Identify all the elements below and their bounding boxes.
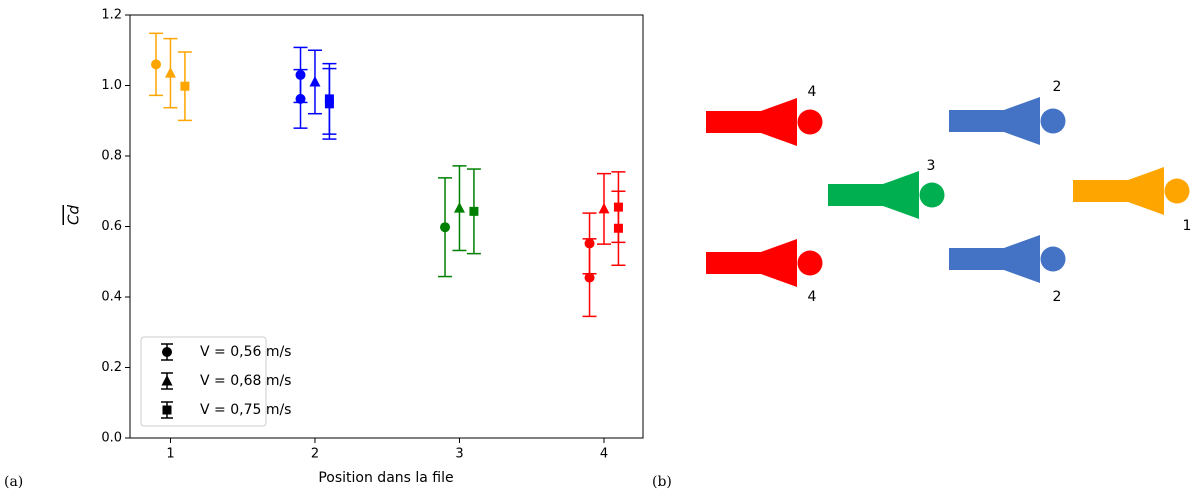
fish-body (706, 239, 797, 287)
marker (164, 67, 176, 78)
marker (440, 222, 451, 233)
y-tick-label: 0.4 (101, 290, 122, 305)
marker (151, 59, 162, 70)
fish-label: 2 (1053, 79, 1062, 95)
fish-label: 1 (1183, 218, 1192, 234)
y-tick-label: 1.0 (101, 78, 122, 93)
fish-body (828, 171, 919, 219)
marker (453, 202, 465, 213)
legend-label: V = 0,68 m/s (200, 373, 291, 389)
x-tick-label: 2 (311, 447, 319, 462)
fish-body (706, 98, 797, 146)
y-tick-label: 1.2 (101, 8, 122, 23)
y-tick-label: 0.0 (101, 431, 122, 446)
fish-head (797, 250, 823, 276)
panel-label: (a) (4, 474, 23, 490)
y-tick-label: 0.2 (101, 360, 122, 375)
x-tick-label: 4 (600, 447, 608, 462)
y-axis-label: Cd (65, 205, 83, 225)
fish-head (919, 182, 945, 208)
marker (469, 206, 479, 216)
marker (598, 202, 610, 214)
fish-label: 4 (808, 289, 817, 305)
x-tick-label: 3 (455, 447, 463, 462)
fish-label: 3 (927, 158, 936, 174)
fish-head (1164, 178, 1190, 204)
marker (295, 93, 306, 104)
fish-head (1040, 246, 1066, 272)
x-tick-label: 1 (166, 447, 174, 462)
marker (309, 75, 321, 87)
legend-label: V = 0,56 m/s (200, 344, 291, 360)
legend-marker (162, 347, 172, 357)
x-axis-label: Position dans la file (318, 470, 453, 486)
fish-head (797, 109, 823, 135)
y-tick-label: 0.8 (101, 149, 122, 164)
panel-label: (b) (652, 474, 672, 490)
marker (180, 81, 190, 91)
y-tick-label: 0.6 (101, 219, 122, 234)
fish-body (1073, 167, 1164, 215)
fish-label: 4 (808, 84, 817, 100)
fish-head (1040, 108, 1066, 134)
marker (584, 272, 595, 283)
fish-body (949, 235, 1040, 283)
legend-marker (162, 405, 172, 415)
fish-body (949, 97, 1040, 145)
fish-label: 2 (1053, 289, 1062, 305)
marker (613, 223, 623, 233)
marker (324, 99, 334, 109)
legend-marker (161, 375, 173, 386)
legend-label: V = 0,75 m/s (200, 402, 291, 418)
